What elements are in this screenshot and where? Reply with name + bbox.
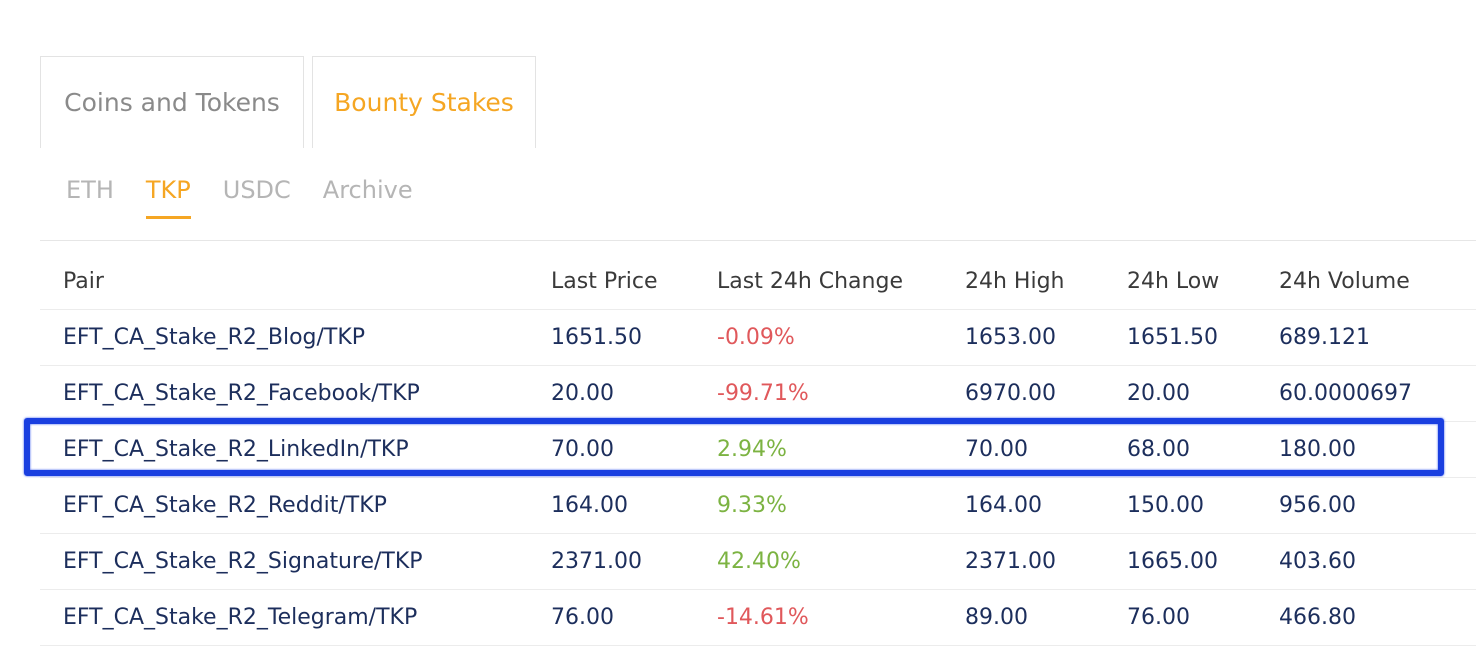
subtab-tkp[interactable]: TKP [145,172,191,219]
cell-pair: EFT_CA_Stake_R2_Signature/TKP [63,549,423,574]
tab-bounty-stakes[interactable]: Bounty Stakes [312,56,536,148]
header-high[interactable]: 24h High [965,269,1065,294]
cell-last-price: 76.00 [551,605,614,630]
cell-last-price: 70.00 [551,437,614,462]
header-last-price[interactable]: Last Price [551,269,658,294]
header-change[interactable]: Last 24h Change [717,269,903,294]
cell-high: 1653.00 [965,325,1056,350]
cell-change: 2.94% [717,437,787,462]
cell-low: 20.00 [1127,381,1190,406]
sub-tabs: ETH TKP USDC Archive [66,172,413,219]
cell-change: -99.71% [717,381,809,406]
subtab-archive[interactable]: Archive [322,176,413,204]
header-pair[interactable]: Pair [63,269,104,294]
cell-last-price: 1651.50 [551,325,642,350]
table-row[interactable]: EFT_CA_Stake_R2_Facebook/TKP 20.00 -99.7… [40,366,1476,422]
cell-pair: EFT_CA_Stake_R2_Facebook/TKP [63,381,420,406]
header-volume[interactable]: 24h Volume [1279,269,1410,294]
cell-pair: EFT_CA_Stake_R2_Reddit/TKP [63,493,387,518]
cell-high: 164.00 [965,493,1042,518]
tab-coins-and-tokens[interactable]: Coins and Tokens [40,56,304,148]
cell-low: 68.00 [1127,437,1190,462]
cell-change: 9.33% [717,493,787,518]
cell-high: 89.00 [965,605,1028,630]
cell-low: 1651.50 [1127,325,1218,350]
cell-low: 76.00 [1127,605,1190,630]
cell-last-price: 20.00 [551,381,614,406]
cell-change: -14.61% [717,605,809,630]
markets-table: Pair Last Price Last 24h Change 24h High… [40,254,1476,646]
table-row[interactable]: EFT_CA_Stake_R2_LinkedIn/TKP 70.00 2.94%… [40,422,1476,478]
table-header: Pair Last Price Last 24h Change 24h High… [40,254,1476,310]
cell-high: 70.00 [965,437,1028,462]
subtab-eth[interactable]: ETH [66,176,114,204]
cell-volume: 180.00 [1279,437,1356,462]
cell-volume: 403.60 [1279,549,1356,574]
cell-volume: 466.80 [1279,605,1356,630]
cell-volume: 60.0000697 [1279,381,1412,406]
subtab-usdc[interactable]: USDC [222,176,291,204]
table-row[interactable]: EFT_CA_Stake_R2_Blog/TKP 1651.50 -0.09% … [40,310,1476,366]
cell-low: 1665.00 [1127,549,1218,574]
cell-volume: 956.00 [1279,493,1356,518]
cell-volume: 689.121 [1279,325,1370,350]
cell-high: 2371.00 [965,549,1056,574]
cell-pair: EFT_CA_Stake_R2_Telegram/TKP [63,605,418,630]
cell-last-price: 2371.00 [551,549,642,574]
divider [40,240,1476,241]
cell-high: 6970.00 [965,381,1056,406]
cell-low: 150.00 [1127,493,1204,518]
header-low[interactable]: 24h Low [1127,269,1220,294]
table-row[interactable]: EFT_CA_Stake_R2_Reddit/TKP 164.00 9.33% … [40,478,1476,534]
cell-pair: EFT_CA_Stake_R2_LinkedIn/TKP [63,437,409,462]
cell-pair: EFT_CA_Stake_R2_Blog/TKP [63,325,366,350]
main-tabs: Coins and Tokens Bounty Stakes [40,56,536,148]
cell-change: 42.40% [717,549,801,574]
table-row[interactable]: EFT_CA_Stake_R2_Signature/TKP 2371.00 42… [40,534,1476,590]
cell-last-price: 164.00 [551,493,628,518]
cell-change: -0.09% [717,325,795,350]
table-row[interactable]: EFT_CA_Stake_R2_Telegram/TKP 76.00 -14.6… [40,590,1476,646]
